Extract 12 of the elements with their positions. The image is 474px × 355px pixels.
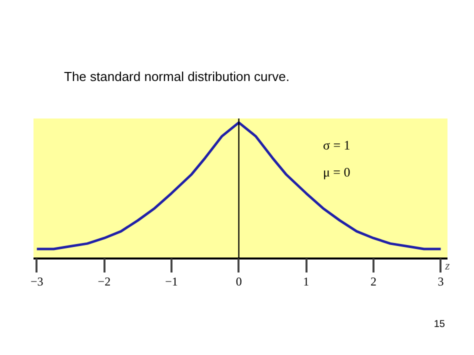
x-tick-label: −1 bbox=[165, 274, 178, 288]
text: 15 bbox=[434, 318, 445, 332]
x-tick-label: 2 bbox=[370, 274, 376, 288]
x-tick-label: 1 bbox=[303, 274, 310, 288]
annotation: σ = 1 bbox=[322, 137, 350, 152]
chart-title: The standard normal distribution curve. bbox=[64, 68, 290, 86]
x-tick-label: −3 bbox=[30, 274, 44, 288]
x-tick-label: −2 bbox=[98, 274, 111, 288]
x-axis-title: z bbox=[444, 258, 450, 272]
annotation: μ = 0 bbox=[322, 164, 350, 180]
x-tick-label: 0 bbox=[236, 274, 242, 288]
x-tick-label: 3 bbox=[438, 274, 444, 288]
